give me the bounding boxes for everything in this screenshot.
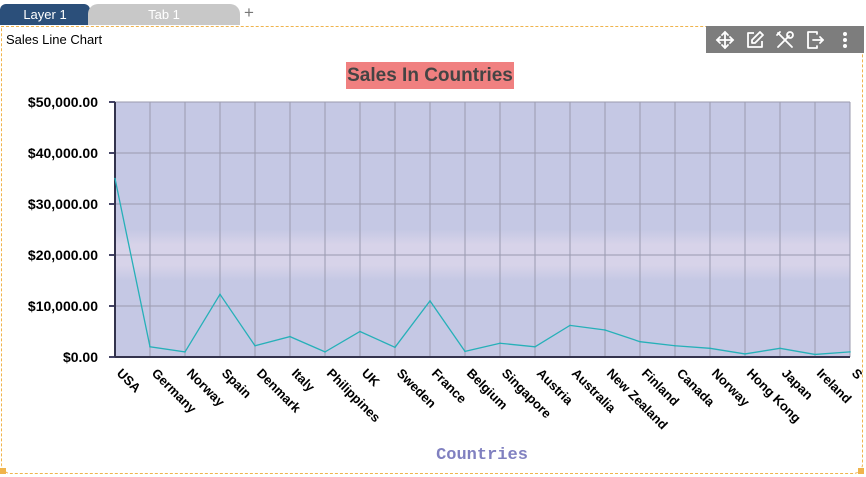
data-point bbox=[289, 335, 291, 338]
move-icon[interactable] bbox=[714, 29, 736, 51]
data-point bbox=[464, 350, 466, 353]
widget-toolbar bbox=[706, 26, 864, 53]
tab-bar: Layer 1 Tab 1 + bbox=[0, 0, 866, 26]
data-point bbox=[604, 329, 606, 331]
x-tick-label: USA bbox=[114, 366, 144, 396]
edit-icon[interactable] bbox=[744, 29, 766, 51]
tab-1[interactable]: Tab 1 bbox=[88, 4, 240, 25]
panel-title: Sales Line Chart bbox=[6, 32, 103, 47]
data-point bbox=[429, 300, 431, 302]
data-point bbox=[534, 346, 536, 348]
data-point bbox=[674, 344, 676, 347]
add-tab-button[interactable]: + bbox=[244, 3, 254, 22]
data-point bbox=[184, 351, 186, 353]
data-point bbox=[219, 293, 221, 296]
x-tick-label: UK bbox=[359, 366, 383, 390]
chart-panel bbox=[1, 26, 863, 474]
data-point bbox=[639, 340, 641, 343]
chart-title: Sales In Countries bbox=[347, 65, 513, 86]
data-point bbox=[114, 177, 116, 180]
data-point bbox=[779, 347, 781, 350]
data-point bbox=[359, 330, 361, 333]
y-tick-label: $50,000.00 bbox=[28, 94, 98, 110]
plot-area bbox=[115, 102, 850, 357]
series-line bbox=[114, 178, 851, 356]
y-tick-label: $20,000.00 bbox=[28, 247, 98, 263]
data-point bbox=[254, 344, 256, 347]
data-point bbox=[569, 324, 571, 327]
resize-handle-right[interactable] bbox=[858, 468, 864, 474]
tab-layer-1[interactable]: Layer 1 bbox=[0, 4, 90, 25]
tools-icon[interactable] bbox=[774, 29, 796, 51]
data-point bbox=[744, 353, 746, 355]
data-point bbox=[709, 347, 711, 350]
data-point bbox=[499, 342, 501, 345]
x-tick-label: S bbox=[849, 366, 866, 383]
data-point bbox=[324, 351, 326, 353]
y-tick-label: $40,000.00 bbox=[28, 145, 98, 161]
y-tick-label: $30,000.00 bbox=[28, 196, 98, 212]
data-point bbox=[394, 346, 396, 349]
resize-handle-left[interactable] bbox=[0, 468, 6, 474]
x-tick-label: Italy bbox=[289, 366, 319, 396]
data-point bbox=[814, 353, 816, 356]
data-point bbox=[149, 346, 151, 348]
more-icon[interactable] bbox=[834, 29, 856, 51]
data-point bbox=[849, 351, 851, 353]
y-tick-label: $0.00 bbox=[63, 349, 98, 365]
x-tick-label: Ireland bbox=[814, 366, 855, 407]
y-tick-label: $10,000.00 bbox=[28, 298, 98, 314]
chart-title-background bbox=[346, 62, 514, 89]
x-axis-label: Countries bbox=[436, 446, 528, 465]
export-icon[interactable] bbox=[804, 29, 826, 51]
